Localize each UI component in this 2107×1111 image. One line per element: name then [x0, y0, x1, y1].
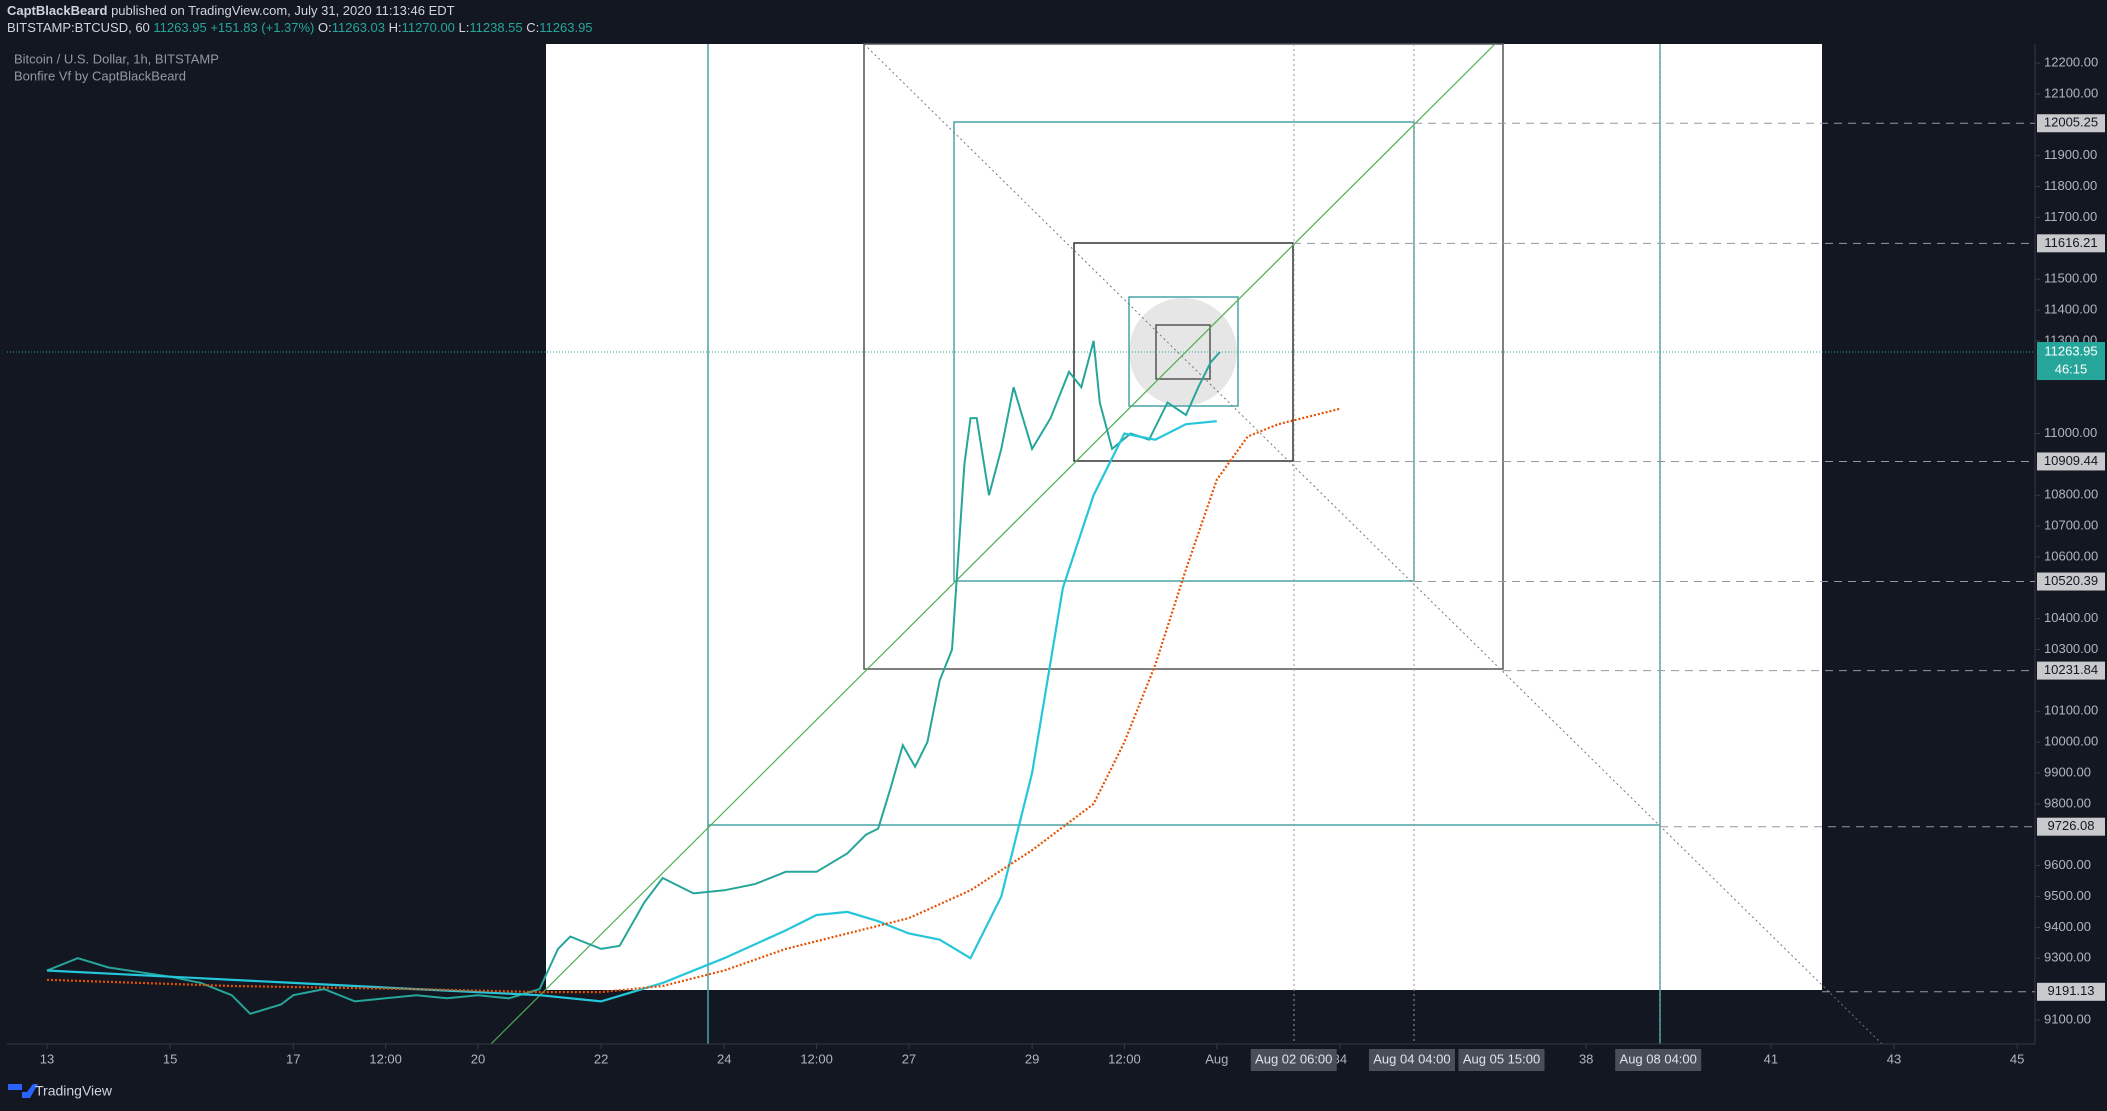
square: [863, 43, 1504, 670]
x-tick-label: 45: [2010, 1051, 2024, 1066]
c-label: C:: [526, 20, 539, 35]
y-tick-label: 10000.00: [2044, 734, 2098, 749]
x-tick-label: 15: [163, 1051, 177, 1066]
x-tick-label: 38: [1579, 1051, 1593, 1066]
last-price-label: 11263.95: [2044, 343, 2097, 358]
open: 11263.03: [332, 20, 385, 35]
y-tick-label: 10100.00: [2044, 703, 2098, 718]
x-tick-label: 22: [594, 1051, 608, 1066]
level-box: [2037, 234, 2105, 253]
y-tick-label: 10700.00: [2044, 518, 2098, 533]
level-label: 9726.08: [2048, 818, 2095, 833]
y-tick-label: 9800.00: [2044, 795, 2091, 810]
y-tick-label: 10400.00: [2044, 610, 2098, 625]
y-tick-label: 11500.00: [2044, 271, 2097, 286]
y-tick-label: 11400.00: [2044, 301, 2097, 316]
h-label: H:: [389, 20, 402, 35]
x-marker-label: Aug 05 15:00: [1463, 1051, 1540, 1066]
y-tick-label: 10800.00: [2044, 487, 2098, 502]
last-price-box: [2037, 342, 2105, 381]
square: [1128, 296, 1239, 407]
logo: [8, 1084, 38, 1098]
brand: TradingView: [35, 1083, 113, 1099]
level-box: [2037, 452, 2105, 471]
level-box: [2037, 982, 2105, 1001]
o-label: O:: [318, 20, 332, 35]
y-tick-label: 9100.00: [2044, 1011, 2091, 1026]
x-marker-box: [1368, 1049, 1455, 1071]
x-tick-label: 24: [717, 1051, 731, 1066]
y-tick-label: 10300.00: [2044, 641, 2098, 656]
level-box: [2037, 817, 2105, 836]
y-tick-label: 10600.00: [2044, 548, 2098, 563]
y-tick-label: 11800.00: [2044, 178, 2097, 193]
high: 11270.00: [402, 20, 455, 35]
header-line: CaptBlackBeard published on TradingView.…: [7, 3, 455, 18]
x-marker-box: [1250, 1049, 1337, 1071]
x-tick-label: Aug: [1205, 1051, 1228, 1066]
series-line: [46, 340, 1221, 1015]
x-tick-label: 12:00: [1108, 1051, 1141, 1066]
price: 11263.95: [153, 20, 206, 35]
countdown: 46:15: [2055, 361, 2088, 376]
y-tick-label: 11700.00: [2044, 209, 2097, 224]
y-tick-label: 12100.00: [2044, 85, 2098, 100]
x-tick-label: 27: [902, 1051, 916, 1066]
x-tick-label: 12:00: [800, 1051, 833, 1066]
level-label: 11616.21: [2044, 235, 2097, 250]
change: +151.83 (+1.37%): [210, 20, 314, 35]
y-tick-label: 12200.00: [2044, 55, 2098, 70]
y-tick-label: 9500.00: [2044, 888, 2091, 903]
x-tick-label: 20: [471, 1051, 485, 1066]
header-line: BITSTAMP:BTCUSD, 60 11263.95 +151.83 (+1…: [7, 20, 593, 35]
x-marker-label: Aug 08 04:00: [1620, 1051, 1697, 1066]
level-label: 10231.84: [2044, 662, 2098, 677]
y-tick-label: 11900.00: [2044, 147, 2097, 162]
price-axis: [2035, 0, 2107, 1044]
x-marker-box: [1458, 1049, 1545, 1071]
x-tick-label: 17: [286, 1051, 300, 1066]
x-marker-box: [1615, 1049, 1702, 1071]
x-marker-label: Aug 04 04:00: [1373, 1051, 1450, 1066]
y-tick-label: 9900.00: [2044, 764, 2091, 779]
axes: 12200.00 12100.00 11900.00 11800.00 11700.00…: [40, 55, 2098, 1067]
y-tick-label: 9300.00: [2044, 950, 2091, 965]
author: CaptBlackBeard: [7, 3, 107, 18]
published: published on TradingView.com, July 31, 2…: [111, 3, 455, 18]
y-tick-label: 11000.00: [2044, 425, 2097, 440]
low: 11238.55: [469, 20, 522, 35]
x-marker-label: Aug 02 06:00: [1255, 1051, 1332, 1066]
chart-title: Bitcoin / U.S. Dollar, 1h, BITSTAMP: [14, 51, 219, 66]
x-tick-label: 29: [1025, 1051, 1039, 1066]
y-tick-label: 9400.00: [2044, 919, 2091, 934]
level-label: 10520.39: [2044, 573, 2098, 588]
chart-subtitle: Bonfire Vf by CaptBlackBeard: [14, 68, 186, 83]
y-tick-label: 9600.00: [2044, 857, 2091, 872]
x-tick-label: 13: [40, 1051, 54, 1066]
series-line: [46, 407, 1341, 994]
l-label: L:: [459, 20, 470, 35]
symbol: BITSTAMP:BTCUSD, 60: [7, 20, 150, 35]
level-label: 10909.44: [2044, 453, 2098, 468]
square: [1073, 242, 1294, 462]
series-line: [46, 420, 1217, 1003]
level-box: [2037, 572, 2105, 591]
x-tick-label: 12:00: [369, 1051, 402, 1066]
close: 11263.95: [539, 20, 592, 35]
level-label: 9191.13: [2048, 983, 2095, 998]
level-label: 12005.25: [2044, 115, 2098, 130]
level-box: [2037, 661, 2105, 680]
x-tick-label: 43: [1887, 1051, 1901, 1066]
diagonal: [490, 43, 1496, 1045]
square: [953, 121, 1415, 582]
level-box: [2037, 114, 2105, 133]
white-panel: [546, 44, 1822, 990]
x-tick-label: 41: [1764, 1051, 1778, 1066]
